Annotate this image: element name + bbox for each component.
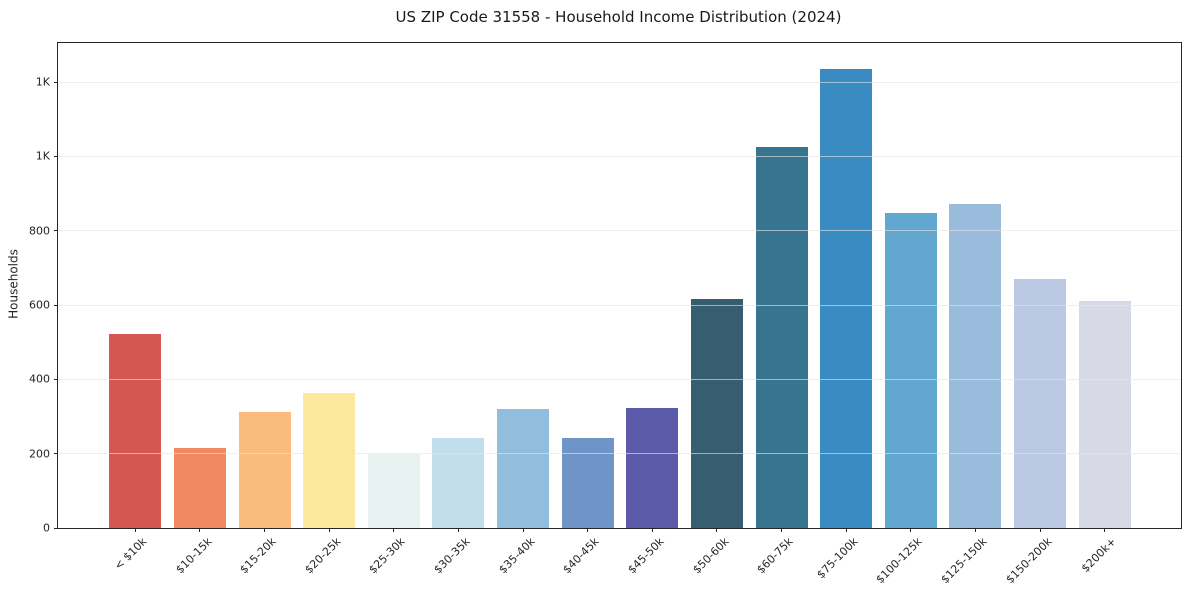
y-tick-mark (54, 304, 58, 306)
x-tick-mark (199, 528, 201, 532)
x-tick-mark (781, 528, 783, 532)
y-tick-mark (54, 378, 58, 380)
x-tick-mark (910, 528, 912, 532)
bar (173, 448, 226, 528)
bar (690, 299, 743, 528)
y-axis-label: Households (6, 249, 21, 319)
bar (626, 407, 679, 528)
y-tick-label: 400 (29, 372, 50, 386)
x-tick-label: $10-15k (172, 535, 215, 577)
bar (1014, 279, 1067, 528)
gridline (58, 230, 1181, 232)
chart-title: US ZIP Code 31558 - Household Income Dis… (395, 8, 842, 26)
bar (755, 147, 808, 528)
x-tick-label: $125-150k (938, 535, 990, 587)
gridline (58, 155, 1181, 157)
x-tick-label: $25-30k (366, 535, 409, 577)
x-tick-label: $35-40k (495, 535, 538, 577)
x-tick-mark (651, 528, 653, 532)
y-tick-label: 1K (35, 149, 50, 163)
x-tick-label: $15-20k (237, 535, 279, 577)
gridline (58, 81, 1181, 83)
x-tick-mark (845, 528, 847, 532)
y-tick-label: 800 (29, 224, 50, 238)
x-tick-label: $200k+ (1078, 535, 1119, 576)
y-tick-mark (54, 230, 58, 232)
x-tick-mark (1039, 528, 1041, 532)
x-tick-mark (974, 528, 976, 532)
x-tick-label: $40-45k (560, 535, 602, 577)
gridline (58, 304, 1181, 306)
bar (367, 454, 420, 528)
y-tick-label: 600 (29, 298, 50, 312)
y-tick-mark (54, 527, 58, 529)
x-tick-label: < $10k (111, 535, 150, 573)
y-tick-mark (54, 155, 58, 157)
plot-area: 0 200 400 600 800 1K 1K < $10k $10-15k $15-20k $20… (29, 42, 1182, 586)
x-tick-mark (134, 528, 136, 532)
bar (561, 438, 614, 528)
bar (884, 212, 937, 528)
x-tick-label: $100-125k (873, 535, 926, 587)
bar (109, 334, 162, 528)
x-tick-mark (522, 528, 524, 532)
y-tick-mark (54, 453, 58, 455)
y-tick-label: 1K (35, 75, 50, 89)
bar (1078, 300, 1131, 528)
bar (303, 393, 356, 528)
gridline (58, 453, 1181, 455)
x-tick-label: $75-100k (814, 535, 861, 582)
y-tick-label: 200 (29, 447, 50, 461)
x-tick-mark (716, 528, 718, 532)
x-tick-mark (1104, 528, 1106, 532)
bar (497, 409, 550, 528)
y-tick-label: 0 (43, 521, 50, 535)
gridline (58, 378, 1181, 380)
bar (820, 69, 873, 528)
x-tick-mark (457, 528, 459, 532)
x-tick-mark (328, 528, 330, 532)
x-tick-mark (393, 528, 395, 532)
x-tick-mark (264, 528, 266, 532)
x-tick-label: $150-200k (1003, 535, 1055, 587)
bar (432, 438, 485, 528)
x-tick-label: $45-50k (625, 535, 667, 577)
x-tick-label: $20-25k (302, 535, 344, 577)
x-tick-label: $50-60k (689, 535, 732, 577)
x-tick-label: $30-35k (431, 535, 473, 577)
x-tick-label: $60-75k (754, 535, 796, 577)
bar (949, 204, 1002, 528)
x-tick-mark (587, 528, 589, 532)
y-tick-mark (54, 81, 58, 83)
bar (238, 411, 291, 528)
